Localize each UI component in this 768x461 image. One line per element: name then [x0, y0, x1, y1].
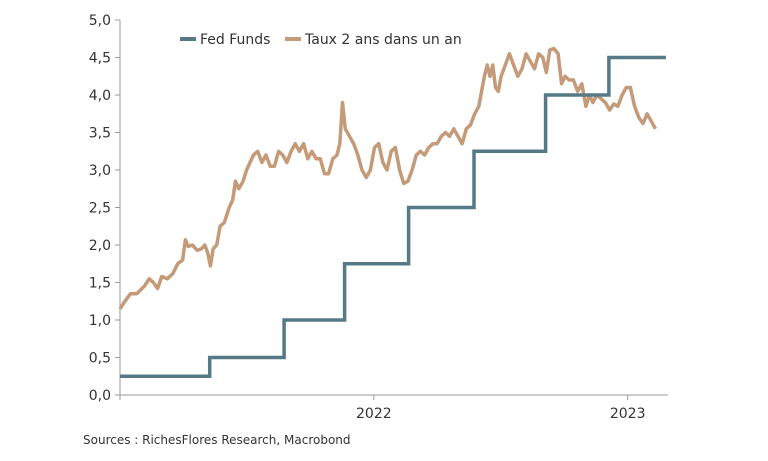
- y-tick-label: 4,0: [89, 88, 111, 104]
- series-line-taux-2-ans-dans-un-an: [118, 46, 658, 310]
- x-tick-label: 2022: [356, 406, 392, 422]
- y-tick-label: 1,5: [89, 276, 111, 292]
- y-tick-label: 2,5: [89, 201, 111, 217]
- y-axis: 0,0 0,5 1,0 1,5 2,0 2,5 3,0 3,5 4,0 4,5 5,0: [89, 13, 121, 404]
- legend: Fed Funds Taux 2 ans dans un an: [180, 32, 462, 48]
- x-axis: 2022 2023: [119, 394, 668, 422]
- legend-label: Taux 2 ans dans un an: [304, 32, 462, 48]
- y-tick-label: 0,0: [89, 388, 111, 404]
- series-layer: [118, 46, 666, 379]
- y-tick-label: 3,0: [89, 163, 111, 179]
- series-line-fed-funds: [120, 55, 666, 379]
- y-tick-label: 0,5: [89, 351, 111, 367]
- y-tick-label: 4,5: [89, 51, 111, 67]
- y-tick-label: 3,5: [89, 126, 111, 142]
- y-tick-label: 1,0: [89, 313, 111, 329]
- y-tick-label: 5,0: [89, 13, 111, 29]
- x-tick-label: 2023: [610, 406, 646, 422]
- y-tick-label: 2,0: [89, 238, 111, 254]
- legend-label: Fed Funds: [200, 32, 270, 48]
- source-note: Sources : RichesFlores Research, Macrobo…: [83, 433, 351, 447]
